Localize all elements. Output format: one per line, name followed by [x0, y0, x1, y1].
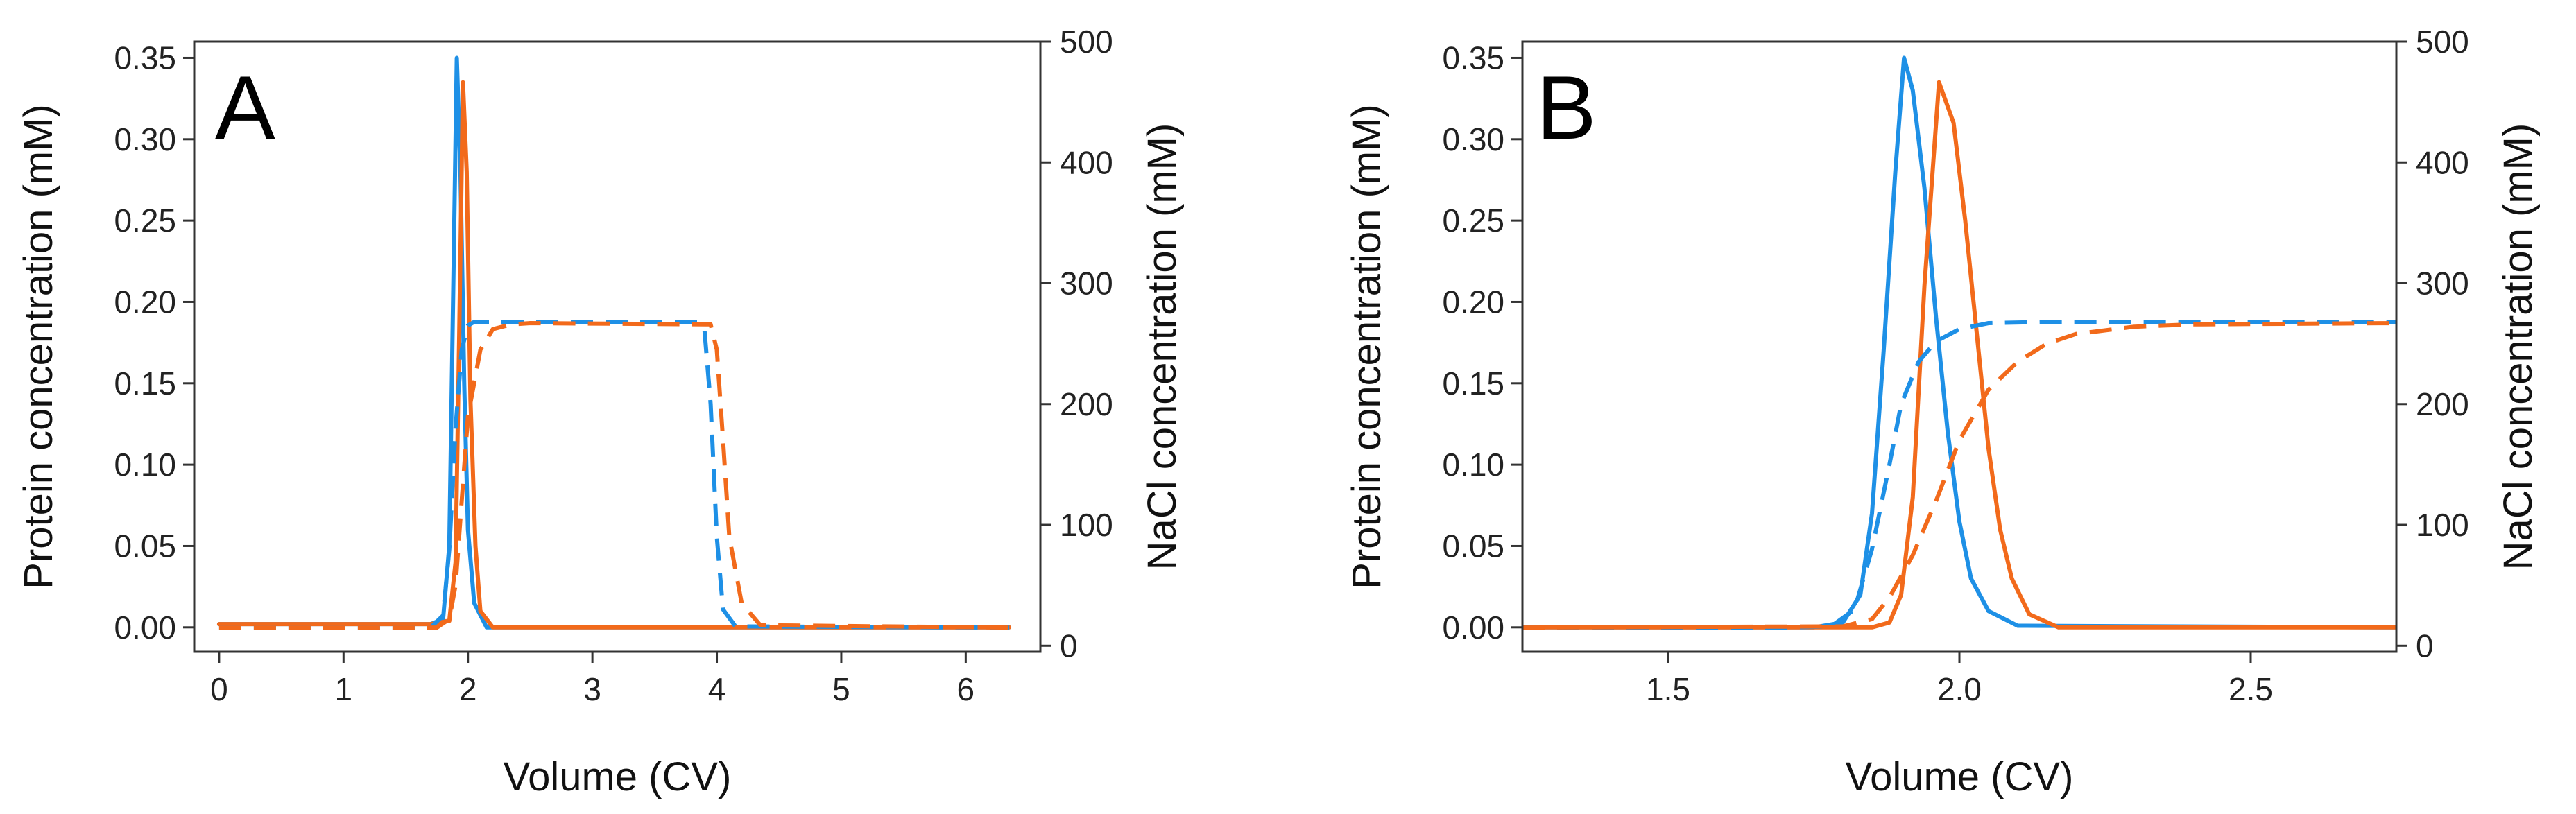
y-right-tick-label: 0 — [2416, 627, 2434, 664]
y-left-tick-label: 0.15 — [1442, 365, 1504, 401]
x-tick-label: 4 — [708, 671, 726, 707]
y-left-tick-label: 0.30 — [1442, 121, 1504, 157]
protein-trace-orange — [216, 80, 1012, 630]
y-left-tick-label: 0.00 — [1442, 609, 1504, 646]
y-right-tick-label: 500 — [1060, 24, 1113, 60]
x-tick-label: 3 — [583, 671, 601, 707]
y-left-axis-title: Protein concentration (mM) — [16, 104, 61, 589]
x-axis-title: Volume (CV) — [504, 754, 732, 799]
nacl-trace-blue — [218, 320, 1010, 630]
y-left-tick-label: 0.05 — [114, 528, 176, 564]
panel-letter: B — [1536, 57, 1597, 158]
protein-trace-orange — [1522, 80, 2396, 630]
plot-frame — [193, 40, 1042, 653]
y-right-tick-label: 0 — [1060, 627, 1078, 664]
y-right-tick-label: 200 — [2416, 386, 2469, 422]
y-left-tick-label: 0.35 — [1442, 40, 1504, 76]
x-axis-title: Volume (CV) — [1846, 754, 2074, 799]
protein-trace-blue — [216, 55, 1012, 630]
y-right-tick-label: 200 — [1060, 386, 1113, 422]
x-tick-label: 1 — [334, 671, 352, 707]
y-right-axis-title: NaCl concentration (mM) — [1140, 123, 1185, 571]
x-tick-label: 2.5 — [2229, 671, 2273, 707]
protein-trace-blue — [1522, 55, 2396, 630]
y-left-tick-label: 0.05 — [1442, 528, 1504, 564]
y-left-tick-label: 0.20 — [114, 284, 176, 320]
y-left-axis-title: Protein concentration (mM) — [1344, 104, 1389, 589]
traces — [216, 55, 1012, 630]
y-right-tick-label: 100 — [2416, 507, 2469, 543]
y-left-tick-label: 0.15 — [114, 365, 176, 401]
y-left-tick-label: 0.20 — [1442, 284, 1504, 320]
y-right-tick-label: 100 — [1060, 507, 1113, 543]
nacl-trace-orange — [1522, 321, 2396, 630]
y-left-tick-label: 0.00 — [114, 609, 176, 646]
y-right-tick-label: 300 — [2416, 266, 2469, 302]
y-left-tick-label: 0.10 — [1442, 447, 1504, 483]
traces — [1522, 55, 2396, 630]
x-tick-label: 0 — [210, 671, 228, 707]
panel-a: 0 1 2 3 4 5 6 0.00 0.05 0.10 0.15 0.20 0.25 0.30 0.35 0… — [16, 24, 1185, 799]
y-left-tick-label: 0.10 — [114, 447, 176, 483]
x-tick-label: 5 — [832, 671, 850, 707]
plot-frame — [1521, 40, 2398, 653]
x-tick-label: 2.0 — [1937, 671, 1982, 707]
panel-letter: A — [215, 57, 275, 158]
y-right-tick-label: 500 — [2416, 24, 2469, 60]
y-left-tick-label: 0.30 — [114, 121, 176, 157]
y-right-tick-label: 400 — [1060, 144, 1113, 180]
y-left-tick-label: 0.25 — [1442, 202, 1504, 239]
y-left-tick-label: 0.35 — [114, 40, 176, 76]
y-right-tick-label: 400 — [2416, 144, 2469, 180]
y-right-tick-label: 300 — [1060, 266, 1113, 302]
x-tick-label: 1.5 — [1646, 671, 1690, 707]
y-right-axis-title: NaCl concentration (mM) — [2496, 123, 2541, 571]
x-tick-label: 2 — [459, 671, 477, 707]
nacl-trace-orange — [218, 321, 1010, 630]
y-left-tick-label: 0.25 — [114, 202, 176, 239]
panel-b: 1.5 2.0 2.5 0.00 0.05 0.10 0.15 0.20 0.25 0.30 0.3… — [1344, 24, 2541, 799]
x-tick-label: 6 — [957, 671, 975, 707]
nacl-trace-blue — [1522, 320, 2396, 630]
